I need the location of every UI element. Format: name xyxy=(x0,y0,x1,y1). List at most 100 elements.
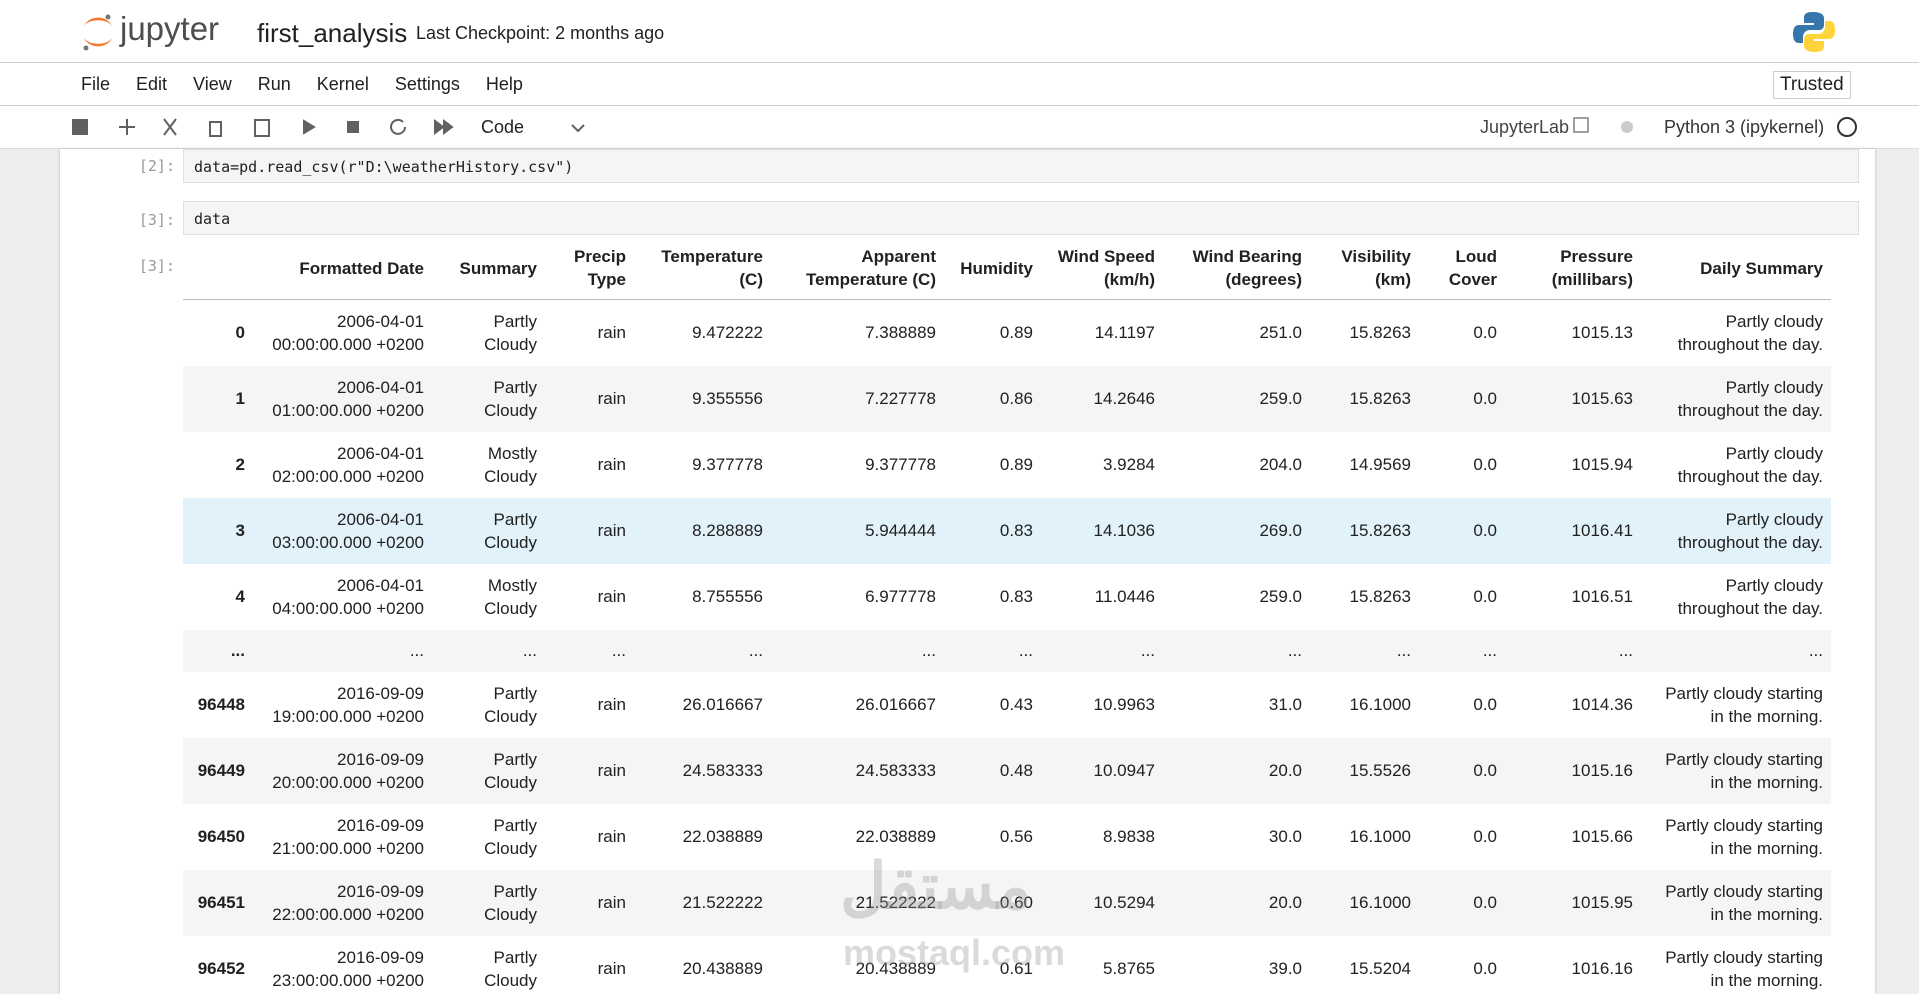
table-cell: 20.0 xyxy=(1163,869,1310,936)
menu-item[interactable]: Settings xyxy=(394,73,460,94)
table-row: 96451 2016-09-09 22:00:00.000 +0200 Partly… xyxy=(183,869,1831,936)
table-row: 1 2006-04-01 01:00:00.000 +0200 Partly Clo… xyxy=(183,365,1831,432)
table-cell: 0.48 xyxy=(944,737,1041,804)
table-cell: 0.0 xyxy=(1419,365,1505,432)
table-cell: 14.9569 xyxy=(1349,455,1411,474)
copy-icon[interactable] xyxy=(209,121,222,137)
table-cell: 10.5294 xyxy=(1041,869,1163,936)
table-cell: 1015.95 xyxy=(1505,869,1641,936)
run-icon[interactable] xyxy=(303,119,316,135)
table-cell: 15.8263 xyxy=(1349,587,1411,606)
table-cell: ... xyxy=(1310,629,1419,672)
restart-icon[interactable] xyxy=(390,118,406,135)
table-cell: 204.0 xyxy=(1259,455,1302,474)
dropdown-arrow[interactable] xyxy=(568,118,588,138)
table-cell: 21.522222 xyxy=(634,869,771,936)
table-cell: Partly cloudy throughout the day. xyxy=(1677,311,1823,354)
notebook: [2]: data=pd.read_csv(r"D:\weatherHistor… xyxy=(60,149,1875,994)
table-cell: 2006-04-01 00:00:00.000 +0200 xyxy=(272,311,424,354)
table-cell: ... xyxy=(432,629,545,672)
menu-item[interactable]: File xyxy=(81,73,111,94)
table-cell: 10.9963 xyxy=(1093,695,1155,714)
table-cell: 2016-09-09 19:00:00.000 +0200 xyxy=(272,683,424,726)
stop-icon[interactable] xyxy=(347,121,359,133)
cut-icon[interactable] xyxy=(163,118,177,136)
table-cell: Partly cloudy throughout the day. xyxy=(1677,575,1823,618)
menu-item[interactable]: Edit xyxy=(136,73,168,94)
cell-type-select[interactable]: Code xyxy=(481,117,525,137)
table-row: 96452 2016-09-09 23:00:00.000 +0200 Partly… xyxy=(183,936,1831,994)
table-cell: ... xyxy=(634,629,771,672)
table-cell: 1014.36 xyxy=(1571,695,1633,714)
table-cell: 14.1197 xyxy=(1094,323,1155,343)
table-cell: 3.9284 xyxy=(1103,455,1155,474)
table-cell: ... xyxy=(1163,629,1310,672)
table-cell: Partly Cloudy xyxy=(484,683,537,726)
table-cell: 8.755556 xyxy=(692,587,763,606)
table-cell: 16.1000 xyxy=(1310,869,1419,936)
column-header: Pressure (millibars) xyxy=(1505,239,1641,300)
python-logo xyxy=(1793,12,1835,52)
table-cell: 8.9838 xyxy=(1103,827,1155,846)
menu-item[interactable]: Run xyxy=(257,73,291,94)
table-cell: rain xyxy=(597,587,626,606)
table-cell: 2016-09-09 20:00:00.000 +0200 xyxy=(253,737,432,804)
kernel-name[interactable]: Python 3 (ipykernel) xyxy=(1664,117,1825,137)
code-cell[interactable]: data=pd.read_csv(r"D:\weatherHistory.csv… xyxy=(183,149,1859,183)
table-row: 96449 2016-09-09 20:00:00.000 +0200 Partly… xyxy=(183,737,1831,804)
table-cell: 15.5526 xyxy=(1310,737,1419,804)
table-cell: ... xyxy=(771,629,944,672)
toolbar-icons xyxy=(72,118,454,137)
table-row: 3 2006-04-01 03:00:00.000 +0200 Partly Clo… xyxy=(183,497,1831,564)
table-cell: 5.8765 xyxy=(1103,959,1155,978)
table-head: Formatted Date Summary Precip Type Temperat… xyxy=(183,239,1831,300)
add-icon[interactable] xyxy=(119,119,135,135)
table-cell: 7.227778 xyxy=(771,365,944,432)
row-index: 96450 xyxy=(197,827,245,846)
notebook-name[interactable]: first_analysis xyxy=(257,18,408,48)
table-cell: Partly cloudy starting in the morning. xyxy=(1665,815,1823,858)
table-row: 96450 2016-09-09 21:00:00.000 +0200 Partly… xyxy=(183,804,1831,870)
header-row: Formatted Date Summary Precip Type Temperat… xyxy=(183,239,1831,300)
table-cell: 9.472222 xyxy=(692,323,763,343)
table-cell: Partly Cloudy xyxy=(432,365,545,432)
table-cell: Partly Cloudy xyxy=(432,737,545,804)
table-cell: 26.016667 xyxy=(855,695,936,714)
paste-icon[interactable] xyxy=(254,119,270,137)
menu-item[interactable]: Help xyxy=(485,73,523,94)
code-cell[interactable]: data xyxy=(183,201,1859,235)
table-cell: 24.583333 xyxy=(771,737,944,804)
table-cell: Partly Cloudy xyxy=(432,497,545,564)
fast-forward-icon[interactable] xyxy=(434,119,454,135)
menu-item[interactable]: View xyxy=(193,73,232,94)
table-cell: 2006-04-01 02:00:00.000 +0200 xyxy=(272,443,424,486)
table-cell: 11.0446 xyxy=(1094,587,1155,606)
save-icon[interactable] xyxy=(72,119,88,135)
input-prompt: [2]: xyxy=(138,157,175,175)
table-cell: rain xyxy=(597,959,626,978)
watermark: mostaql.com xyxy=(843,932,1066,973)
table-cell: ... xyxy=(1419,629,1505,672)
table-cell: rain xyxy=(545,737,634,804)
table-cell: 14.1036 xyxy=(1041,497,1163,564)
table-cell: ... xyxy=(1641,629,1831,672)
table-row: 4 2006-04-01 04:00:00.000 +0200 Mostly Clo… xyxy=(183,564,1831,630)
trusted-indicator[interactable]: Trusted xyxy=(1773,71,1851,99)
table-cell: 9.377778 xyxy=(692,455,763,474)
table-cell: 0.89 xyxy=(999,323,1033,343)
table-cell: 1016.16 xyxy=(1571,959,1633,978)
table-cell: Partly Cloudy xyxy=(484,947,537,990)
table-cell: ... xyxy=(253,629,432,672)
table-cell: ... xyxy=(944,629,1041,672)
jupyterlab-link[interactable]: JupyterLab xyxy=(1480,117,1570,137)
table-cell: 15.8263 xyxy=(1310,497,1419,564)
row-index: 96449 xyxy=(183,737,253,804)
table-cell: Mostly Cloudy xyxy=(484,443,537,486)
menu-item[interactable]: Kernel xyxy=(316,73,369,94)
table-cell: 0.60 xyxy=(944,869,1041,936)
row-index: 4 xyxy=(235,587,245,606)
column-header: Precip Type xyxy=(545,239,634,300)
watermark: مستقل xyxy=(840,850,1032,922)
status-icons xyxy=(1573,117,1633,133)
